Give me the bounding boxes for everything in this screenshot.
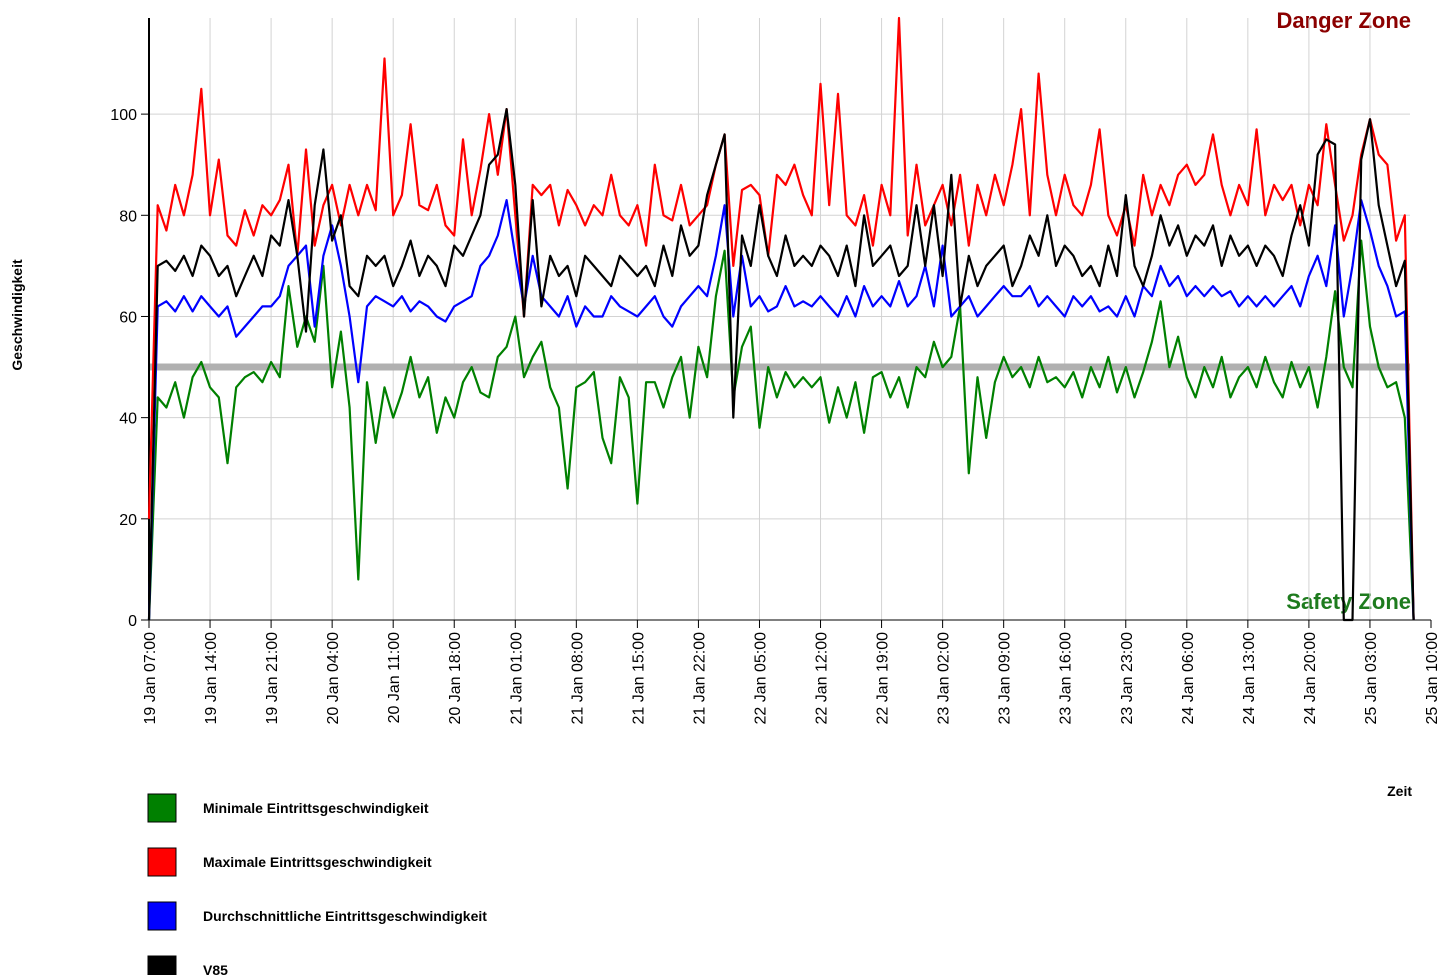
danger-zone-label: Danger Zone bbox=[1277, 8, 1411, 33]
legend-label: Durchschnittliche Eintrittsgeschwindigke… bbox=[203, 908, 487, 924]
legend-label: Minimale Eintrittsgeschwindigkeit bbox=[203, 800, 429, 816]
x-tick-label: 20 Jan 11:00 bbox=[386, 632, 403, 723]
x-tick-label: 22 Jan 05:00 bbox=[752, 632, 769, 725]
x-tick-label: 24 Jan 13:00 bbox=[1241, 632, 1258, 725]
y-tick-label: 60 bbox=[119, 309, 137, 326]
x-tick-label: 20 Jan 18:00 bbox=[447, 632, 464, 725]
x-tick-label: 19 Jan 21:00 bbox=[264, 632, 281, 725]
series-line bbox=[147, 239, 1415, 621]
x-tick-label: 21 Jan 22:00 bbox=[691, 632, 708, 725]
safety-zone-label: Safety Zone bbox=[1286, 589, 1411, 614]
legend-label: V85 bbox=[203, 962, 228, 975]
legend-swatch bbox=[147, 793, 177, 823]
series-line bbox=[147, 108, 1415, 622]
x-tick-label: 19 Jan 14:00 bbox=[203, 632, 220, 725]
x-tick-label: 21 Jan 01:00 bbox=[508, 632, 525, 725]
x-tick-label: 20 Jan 04:00 bbox=[325, 632, 342, 725]
x-tick-label: 25 Jan 03:00 bbox=[1363, 632, 1380, 725]
x-tick-label: 21 Jan 15:00 bbox=[630, 632, 647, 725]
y-tick-label: 100 bbox=[110, 107, 137, 124]
y-tick-label: 20 bbox=[119, 512, 137, 529]
x-tick-label: 24 Jan 06:00 bbox=[1180, 632, 1197, 725]
x-tick-label: 22 Jan 12:00 bbox=[814, 632, 831, 725]
y-axis-label: Geschwindigkeit bbox=[9, 259, 25, 371]
y-tick-label: 0 bbox=[128, 613, 137, 630]
legend-swatch bbox=[147, 847, 177, 877]
legend-label: Maximale Eintrittsgeschwindigkeit bbox=[203, 854, 432, 870]
x-tick-label: 22 Jan 19:00 bbox=[875, 632, 892, 725]
legend-swatch bbox=[147, 955, 177, 975]
y-tick-label: 40 bbox=[119, 411, 137, 428]
x-tick-label: 25 Jan 10:00 bbox=[1424, 632, 1441, 725]
x-tick-label: 23 Jan 16:00 bbox=[1058, 632, 1075, 725]
x-axis-label: Zeit bbox=[1387, 783, 1412, 799]
x-tick-label: 23 Jan 23:00 bbox=[1119, 632, 1136, 725]
x-tick-label: 23 Jan 09:00 bbox=[997, 632, 1014, 725]
legend-swatch bbox=[147, 901, 177, 931]
y-tick-label: 80 bbox=[119, 208, 137, 225]
series-line bbox=[147, 199, 1415, 621]
series-line bbox=[147, 16, 1415, 621]
x-tick-label: 24 Jan 20:00 bbox=[1302, 632, 1319, 725]
x-tick-label: 21 Jan 08:00 bbox=[569, 632, 586, 725]
x-tick-label: 19 Jan 07:00 bbox=[142, 632, 159, 725]
x-tick-label: 23 Jan 02:00 bbox=[936, 632, 953, 725]
